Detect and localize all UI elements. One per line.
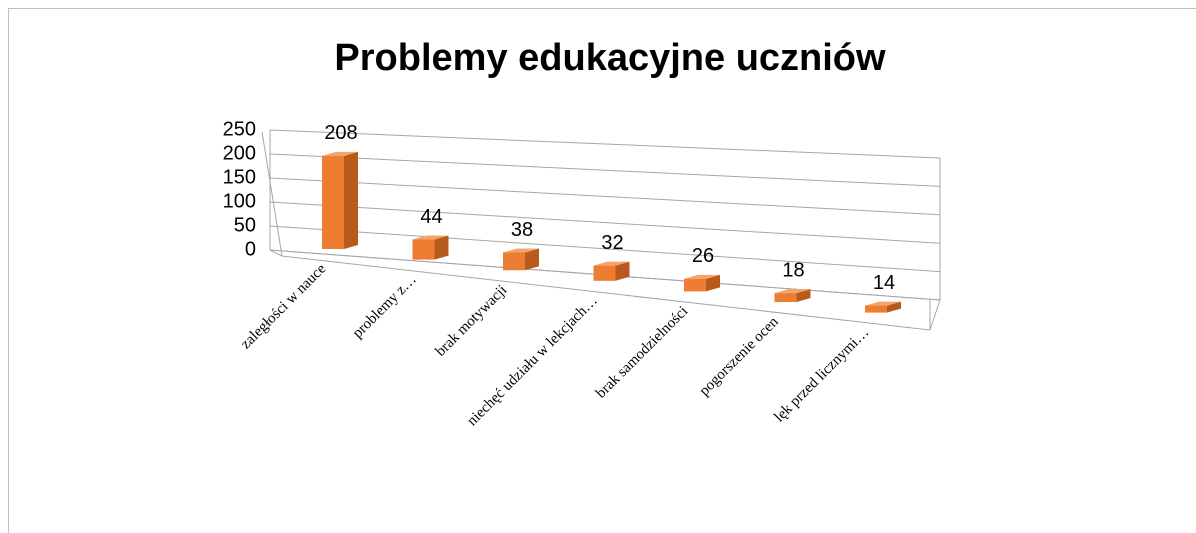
x-tick-label: pogorszenie ocen xyxy=(697,314,783,400)
bar xyxy=(684,278,706,292)
bar-side xyxy=(525,248,539,271)
y-tick-label: 50 xyxy=(234,214,256,236)
data-label: 14 xyxy=(873,272,895,294)
data-label: 44 xyxy=(420,206,442,228)
y-tick-label: 100 xyxy=(223,190,256,212)
bar-side xyxy=(706,274,720,292)
y-tick-label: 250 xyxy=(223,118,256,140)
data-label: 18 xyxy=(782,259,804,281)
grid-line xyxy=(269,201,941,244)
chart-title: Problemy edukacyjne uczniów xyxy=(334,37,886,79)
y-tick-label: 150 xyxy=(223,166,256,188)
x-tick-label: brak motywacji xyxy=(433,282,511,360)
bar-side xyxy=(887,301,901,313)
bar-top xyxy=(774,289,811,294)
data-label: 32 xyxy=(601,232,623,254)
bar-side xyxy=(796,289,811,302)
bar-top xyxy=(322,151,358,156)
x-tick-label: lęk przed licznymi… xyxy=(771,325,872,426)
data-label: 38 xyxy=(511,219,533,241)
bar xyxy=(593,265,616,281)
bar xyxy=(865,305,887,313)
bar-top xyxy=(865,301,901,306)
x-tick-label: zaległości w nauce xyxy=(238,261,330,353)
grid-line xyxy=(269,177,941,216)
bar-side xyxy=(434,235,449,260)
grid-line xyxy=(269,225,941,273)
bar xyxy=(322,155,344,249)
y-tick-label: 200 xyxy=(223,142,256,164)
bar xyxy=(503,252,525,271)
chart-border xyxy=(8,8,1196,533)
bar-side xyxy=(615,261,630,281)
data-label: 208 xyxy=(324,122,357,144)
grid-line xyxy=(269,153,941,187)
bar-top xyxy=(503,248,539,253)
bar-side xyxy=(344,151,358,249)
bar xyxy=(774,293,797,302)
bar-top xyxy=(593,261,630,266)
data-label: 26 xyxy=(692,245,714,267)
bar-top xyxy=(684,274,720,279)
grid-line xyxy=(269,129,941,159)
x-tick-label: brak samodzielności xyxy=(593,303,691,401)
y-tick-label: 0 xyxy=(245,238,256,260)
x-tick-label: problemy z… xyxy=(350,272,420,342)
bar-top xyxy=(412,235,449,240)
bar xyxy=(412,239,435,260)
y-axis-front xyxy=(261,131,283,257)
